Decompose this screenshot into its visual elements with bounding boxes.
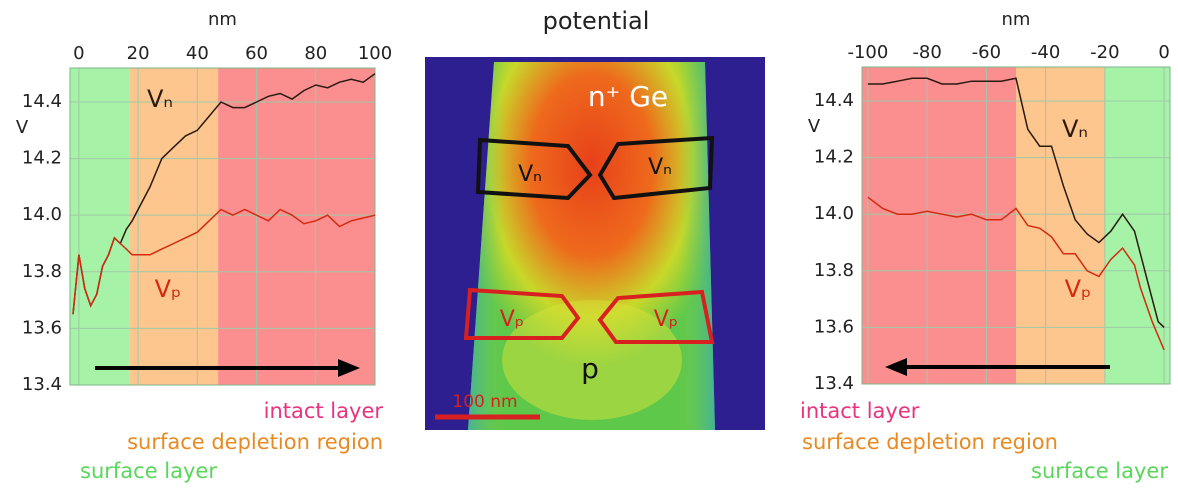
x-tick-label: 20 [127,43,150,64]
legend-label: surface depletion region [802,430,1058,454]
region-band [129,68,218,385]
legend-label: surface depletion region [127,430,383,454]
x-tick-label: -80 [912,42,941,63]
x-tick-label: -20 [1090,42,1119,63]
x-axis-label: nm [208,9,237,30]
x-tick-label: 0 [1158,42,1169,63]
y-tick-label: 14.0 [814,203,854,224]
y-tick-label: 14.4 [814,90,854,111]
scale-bar-label: 100 nm [452,392,517,412]
legend-label: intact layer [264,399,384,423]
series-label: Vₚ [1065,275,1092,303]
y-axis-label: V [808,116,821,137]
y-tick-label: 14.2 [814,147,854,168]
series-label: Vₙ [147,85,173,113]
y-tick-label: 13.4 [814,373,854,394]
x-tick-label: 0 [73,43,84,64]
x-tick-label: -100 [847,42,888,63]
region-band [862,67,1016,384]
series-label: Vₚ [155,275,182,303]
box-label: Vₙ [518,162,542,187]
potential-map: potential n⁺ Ge p Vₙ Vₙ Vₚ Vₚ 100 nm [425,7,765,430]
y-tick-label: 14.0 [22,204,62,225]
x-tick-label: 100 [358,43,392,64]
y-tick-label: 13.8 [22,261,62,282]
y-tick-label: 13.6 [22,317,62,338]
y-tick-label: 13.8 [814,260,854,281]
y-tick-label: 13.4 [22,374,62,395]
figure: potential n⁺ Ge p Vₙ Vₙ Vₚ Vₚ 100 nm int… [0,0,1178,489]
x-tick-label: 80 [304,43,327,64]
y-tick-label: 14.4 [22,91,62,112]
map-title: potential [543,7,650,35]
box-label: Vₚ [500,307,524,332]
x-tick-label: 60 [245,43,268,64]
legend-label: intact layer [800,399,920,423]
region-band [218,68,375,385]
y-axis-label: V [16,117,29,138]
region-label: p [581,352,599,385]
x-tick-label: -40 [1031,42,1060,63]
legend-label: surface layer [1031,459,1168,483]
y-tick-label: 14.2 [22,148,62,169]
x-axis-label: nm [1002,9,1031,30]
box-label: Vₙ [648,155,672,180]
legend-label: surface layer [80,459,217,483]
region-label: n⁺ Ge [588,80,668,113]
x-tick-label: -60 [972,42,1001,63]
box-label: Vₚ [654,307,678,332]
x-tick-label: 40 [186,43,209,64]
series-label: Vₙ [1062,115,1088,143]
y-tick-label: 13.6 [814,316,854,337]
